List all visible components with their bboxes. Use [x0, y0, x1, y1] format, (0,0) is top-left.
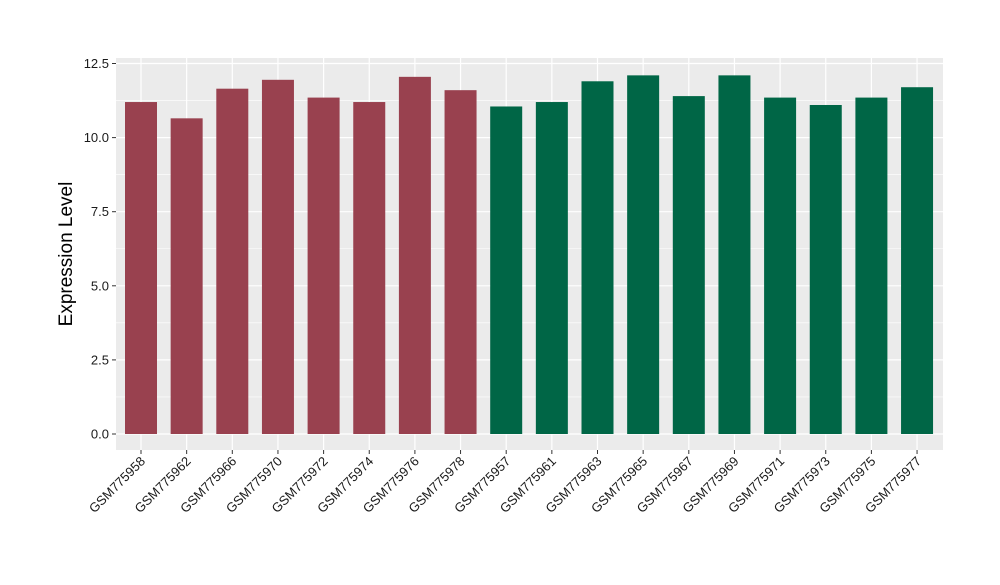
y-tick-label: 0.0: [91, 427, 109, 442]
bar-GSM775976: [399, 77, 431, 434]
y-tick-label: 5.0: [91, 278, 109, 293]
bar-GSM775963: [582, 81, 614, 434]
bar-GSM775966: [216, 89, 248, 434]
y-axis-ticks: 0.0 2.5 5.0 7.5 10.0 12.5: [84, 56, 116, 442]
bar-GSM775962: [171, 118, 203, 434]
x-axis-ticks: GSM775958GSM775962GSM775966GSM775970GSM7…: [86, 450, 924, 516]
bar-GSM775961: [536, 102, 568, 434]
bar-GSM775977: [901, 87, 933, 434]
bar-GSM775973: [810, 105, 842, 434]
y-axis-title: Expression Level: [56, 182, 77, 327]
bar-GSM775965: [627, 75, 659, 434]
bar-GSM775971: [764, 98, 796, 434]
bar-GSM775972: [308, 98, 340, 434]
bar-GSM775978: [445, 90, 477, 434]
bar-GSM775958: [125, 102, 157, 434]
y-tick-label: 2.5: [91, 352, 109, 367]
y-tick-label: 7.5: [91, 204, 109, 219]
bar-GSM775974: [353, 102, 385, 434]
bar-GSM775975: [855, 98, 887, 434]
y-tick-label: 10.0: [84, 130, 109, 145]
bar-GSM775969: [718, 75, 750, 434]
bar-GSM775957: [490, 106, 522, 434]
bar-GSM775970: [262, 80, 294, 434]
y-tick-label: 12.5: [84, 56, 109, 71]
bar-GSM775967: [673, 96, 705, 434]
